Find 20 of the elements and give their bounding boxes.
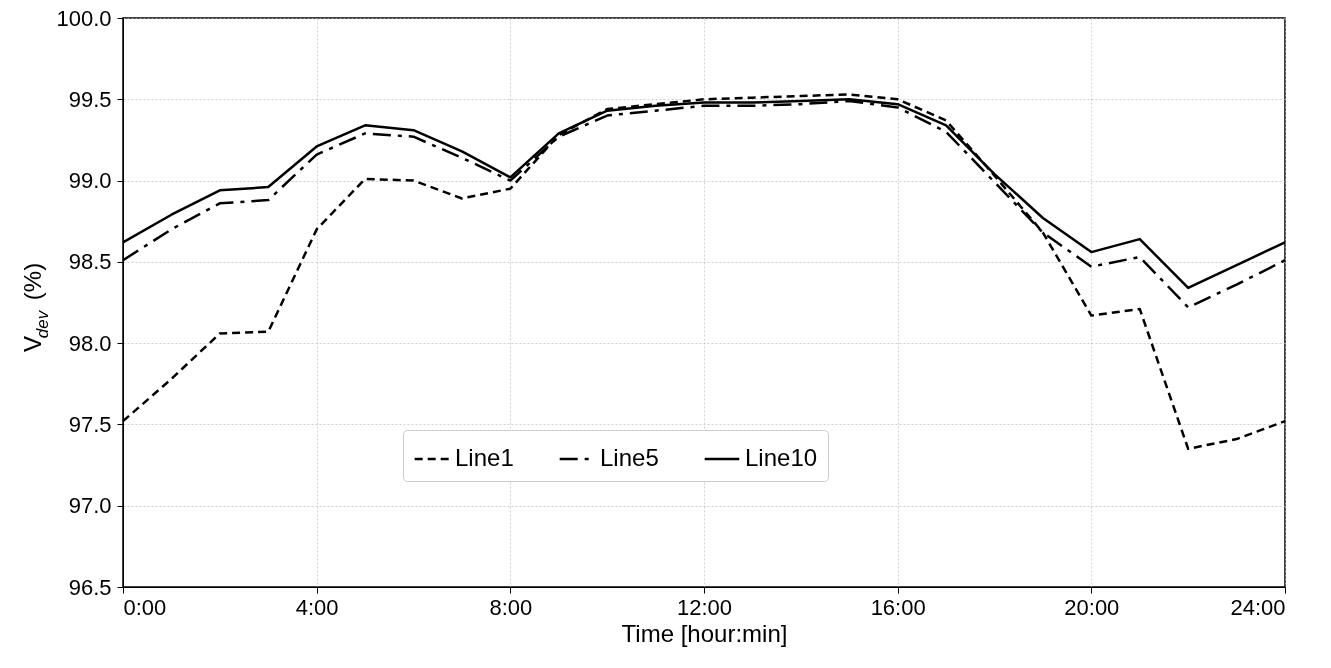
y-tick-label: 97.5 <box>68 411 112 437</box>
x-tick-label: 4:00 <box>295 594 339 620</box>
x-tick-label: 0:00 <box>123 594 167 620</box>
x-tick-label: 20:00 <box>1064 594 1120 620</box>
y-tick-label: 96.5 <box>68 574 112 600</box>
x-tick-label: 24:00 <box>1230 594 1286 620</box>
legend-label: Line10 <box>745 444 818 471</box>
legend-label: Line5 <box>600 444 659 471</box>
y-tick-label: 98.5 <box>68 249 112 275</box>
y-tick-label: 100.0 <box>56 5 112 31</box>
x-axis-title: Time [hour:min] <box>621 619 788 647</box>
y-tick-label: 97.0 <box>68 493 112 519</box>
x-tick-label: 12:00 <box>676 594 733 620</box>
y-axis-title: Vdev (%) <box>19 262 52 353</box>
x-tick-label: 16:00 <box>870 594 926 620</box>
y-tick-label: 98.0 <box>68 330 112 356</box>
y-tick-label: 99.5 <box>68 86 112 112</box>
x-tick-label: 8:00 <box>489 594 533 620</box>
legend-label: Line1 <box>455 444 514 471</box>
y-tick-label: 99.0 <box>68 168 112 194</box>
